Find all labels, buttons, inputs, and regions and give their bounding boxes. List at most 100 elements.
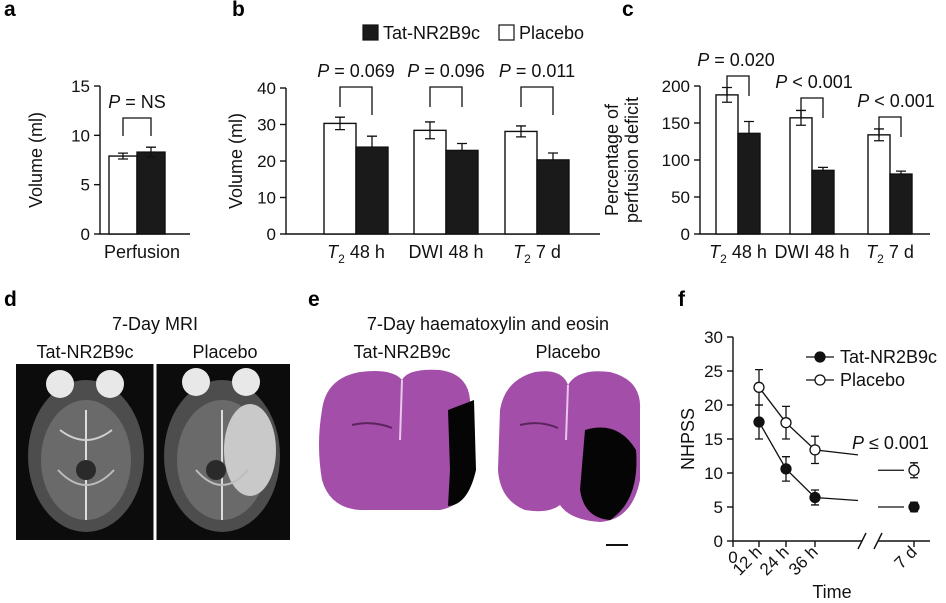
bar [715, 94, 739, 235]
significance-bracket [520, 86, 554, 115]
x-category-label: T2 48 h [709, 242, 767, 266]
x-category-label: T2 48 h [327, 242, 385, 266]
significance-bracket [878, 116, 902, 137]
legend-marker [814, 351, 826, 363]
panel-label-a: a [4, 0, 16, 21]
bar [889, 173, 913, 235]
p-value-annotation: P < 0.001 [775, 72, 853, 92]
chart-c: 0 50 100 150 200 Percentage of perfusion defic… [602, 50, 935, 266]
error-bar [818, 166, 828, 171]
panel-label-e: e [308, 288, 320, 311]
y-tick-label: 5 [81, 176, 90, 195]
bar [445, 149, 479, 235]
y-tick-label: 0 [681, 225, 690, 244]
data-point [908, 501, 920, 513]
p-value-annotation: P = 0.020 [697, 50, 775, 70]
significance-bracket [122, 117, 152, 136]
significance-bracket [726, 75, 750, 96]
top-legend: Tat-NR2B9c Placebo [362, 23, 584, 43]
error-bar [335, 116, 345, 131]
error-bar [744, 120, 754, 134]
y-axis-label: NHPSS [678, 408, 698, 470]
x-category-label: DWI 48 h [774, 242, 849, 262]
x-tick-label: 36 h [785, 542, 822, 579]
y-tick-label: 0 [81, 225, 90, 244]
mri-left-label: Tat-NR2B9c [36, 342, 133, 362]
panel-label-b: b [232, 0, 245, 21]
legend-label-placebo: Placebo [519, 23, 584, 43]
legend-label-treat: Tat-NR2B9c [383, 23, 480, 43]
y-tick-label: 10 [704, 464, 723, 483]
x-category-label: DWI 48 h [408, 242, 483, 262]
legend-label: Tat-NR2B9c [840, 347, 937, 367]
y-tick-label: 5 [714, 498, 723, 517]
y-tick-label: 0 [714, 532, 723, 551]
y-tick-label: 200 [662, 77, 690, 96]
y-tick-label: 20 [257, 152, 276, 171]
data-point [809, 491, 821, 504]
bar [789, 117, 813, 235]
significance-bracket [339, 86, 373, 115]
bar [737, 132, 761, 235]
y-tick-label: 50 [671, 188, 690, 207]
panel-label-f: f [678, 288, 686, 311]
panel-d-mri: 7-Day MRI Tat-NR2B9c Placebo [16, 314, 290, 540]
y-tick-label: 10 [257, 189, 276, 208]
y-axis-label: Volume (ml) [226, 113, 246, 209]
p-value-annotation: P ≤ 0.001 [852, 433, 929, 453]
bar [413, 129, 447, 235]
he-section-placebo [498, 371, 641, 522]
mri-brain-treat [28, 370, 144, 532]
significance-bracket [429, 86, 463, 107]
legend-swatch-placebo [498, 24, 515, 41]
y-axis-label: Percentage of [602, 103, 622, 216]
error-bar [516, 125, 526, 138]
error-bar [118, 152, 128, 160]
he-title: 7-Day haematoxylin and eosin [367, 314, 609, 334]
x-tick-label: 24 h [756, 542, 793, 579]
he-left-label: Tat-NR2B9c [353, 342, 450, 362]
chart-a: 0 5 10 15 Volume (ml) Perfusion P = NS [26, 77, 190, 262]
panel-label-d: d [4, 288, 17, 311]
x-category-label: Perfusion [104, 242, 180, 262]
data-point [753, 381, 765, 393]
y-tick-label: 30 [257, 116, 276, 135]
bar [136, 151, 166, 235]
mri-title: 7-Day MRI [112, 314, 198, 334]
series-line [758, 386, 859, 456]
y-axis-label: perfusion deficit [622, 97, 642, 223]
y-tick-label: 100 [662, 151, 690, 170]
line-legend: Tat-NR2B9c Placebo [806, 347, 937, 390]
bar [355, 146, 389, 235]
chart-b: 0 10 20 30 40 Volume (ml) T2 48 h P = 0.069 DWI … [226, 61, 600, 266]
p-value-annotation: P = NS [108, 92, 166, 112]
p-value-annotation: P = 0.069 [317, 61, 395, 81]
data-point [780, 417, 792, 429]
x-category-label: T2 7 d [866, 242, 914, 266]
x-tick-label: 0 [728, 548, 737, 567]
p-value-annotation: P = 0.096 [407, 61, 485, 81]
significance-bracket [800, 97, 824, 118]
y-tick-label: 15 [704, 430, 723, 449]
y-tick-label: 150 [662, 114, 690, 133]
error-bar [896, 170, 906, 175]
y-tick-label: 30 [704, 328, 723, 347]
bar [867, 134, 891, 235]
bar [323, 122, 357, 235]
y-tick-label: 10 [71, 126, 90, 145]
he-section-treat [319, 369, 476, 510]
error-bar [425, 121, 435, 140]
data-point [908, 464, 920, 476]
legend-swatch-treat [362, 24, 379, 41]
mri-right-label: Placebo [192, 342, 257, 362]
axis-break-mark [857, 532, 883, 550]
error-bar [146, 146, 156, 158]
bar [536, 159, 570, 235]
data-point [753, 416, 765, 428]
panel-label-c: c [622, 0, 634, 21]
y-tick-label: 40 [257, 79, 276, 98]
x-tick-label: 7 d [891, 542, 921, 572]
p-value-annotation: P = 0.011 [499, 61, 575, 81]
